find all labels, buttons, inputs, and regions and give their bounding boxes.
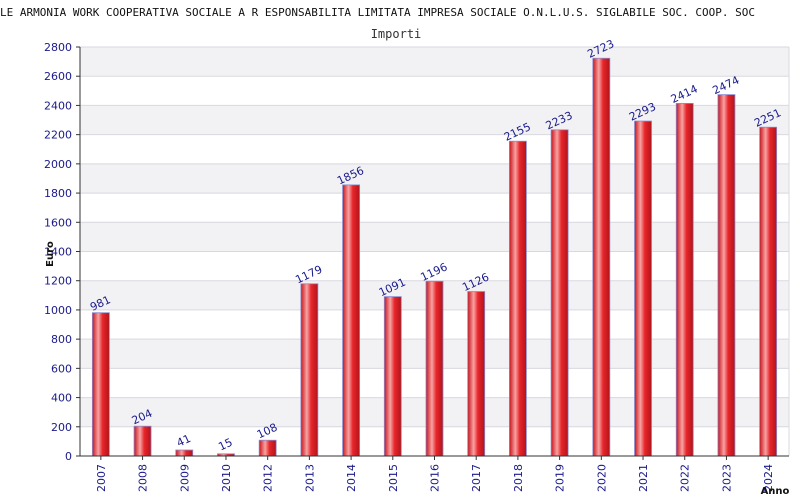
data-label-2010: 15 — [216, 436, 234, 454]
y-tick-label: 600 — [51, 362, 72, 375]
y-tick-label: 1400 — [44, 246, 72, 259]
y-axis-ticks: 0 200 400 600 800 1000 1200 1400 1600 1800 2000 220… — [44, 41, 80, 463]
chart-subtitle: Importi — [371, 27, 422, 41]
y-tick-label: 2400 — [44, 99, 72, 112]
y-tick-label: 2600 — [44, 70, 72, 83]
bar-2020 — [592, 57, 611, 457]
grid-band — [80, 222, 789, 252]
bar-2023 — [717, 94, 736, 457]
y-tick-label: 1200 — [44, 275, 72, 288]
grid-band — [80, 251, 789, 281]
x-tick-label-2009: 2009 — [178, 464, 191, 492]
x-tick-label-2021: 2021 — [637, 464, 650, 492]
y-axis-label: Euro — [45, 241, 56, 267]
y-tick-label: 200 — [51, 421, 72, 434]
x-tick-label-2018: 2018 — [512, 464, 525, 492]
bar-2015 — [383, 296, 402, 457]
y-tick-label: 800 — [51, 333, 72, 346]
x-tick-label-2016: 2016 — [429, 464, 442, 492]
bar-2016 — [425, 280, 444, 457]
x-tick-label-2012: 2012 — [262, 464, 275, 492]
x-axis-ticks: 2007 2008 2009 2010 2012 2013 2014 2015 2016 2017… — [95, 456, 775, 492]
bar-2019 — [550, 129, 569, 457]
bar-2008 — [133, 425, 152, 457]
bar-2014 — [342, 184, 360, 457]
y-tick-label: 400 — [51, 392, 72, 405]
x-tick-label-2020: 2020 — [595, 464, 608, 492]
y-tick-label: 2200 — [44, 129, 72, 142]
y-tick-label: 1000 — [44, 304, 72, 317]
grid-band — [80, 163, 789, 194]
bar-2022 — [675, 102, 694, 457]
x-axis-label: Anno — [761, 486, 790, 497]
grid-band — [80, 76, 789, 106]
bar-2024 — [759, 126, 778, 457]
x-tick-label-2010: 2010 — [220, 464, 233, 492]
bar-2017 — [467, 291, 486, 457]
bar-2021 — [634, 120, 652, 457]
x-tick-label-2022: 2022 — [679, 464, 692, 492]
bar-2012 — [258, 439, 277, 457]
chart-title: LE ARMONIA WORK COOPERATIVA SOCIALE A R … — [0, 6, 755, 19]
bar-2009 — [175, 449, 194, 457]
data-label-2009: 41 — [175, 432, 193, 450]
x-tick-label-2014: 2014 — [345, 464, 358, 492]
bar-2013 — [300, 283, 319, 457]
bar-2018 — [509, 140, 527, 457]
grid-band — [80, 193, 789, 223]
x-tick-label-2019: 2019 — [554, 464, 567, 492]
x-tick-label-2023: 2023 — [720, 464, 733, 492]
bars — [91, 57, 778, 457]
x-tick-label-2024: 2024 — [762, 464, 775, 492]
grid-band — [80, 134, 789, 164]
y-tick-label: 0 — [65, 450, 72, 463]
y-tick-label: 2000 — [44, 158, 72, 171]
x-tick-label-2013: 2013 — [303, 464, 316, 492]
x-tick-label-2017: 2017 — [470, 464, 483, 492]
grid-band — [80, 47, 789, 77]
grid-band — [80, 105, 789, 135]
x-tick-label-2008: 2008 — [137, 464, 150, 492]
bar-2007 — [91, 312, 110, 457]
y-tick-label: 1800 — [44, 187, 72, 200]
x-tick-label-2007: 2007 — [95, 464, 108, 492]
x-tick-label-2015: 2015 — [387, 464, 400, 492]
y-tick-label: 1600 — [44, 216, 72, 229]
y-tick-label: 2800 — [44, 41, 72, 54]
